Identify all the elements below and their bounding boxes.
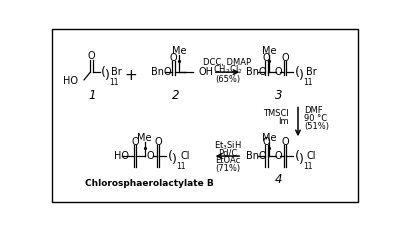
Text: ): ) — [172, 153, 176, 166]
Text: 4: 4 — [275, 173, 282, 186]
Text: Br: Br — [111, 67, 122, 77]
Text: O: O — [274, 67, 282, 77]
Text: O: O — [154, 137, 162, 147]
Text: CH$_2$Cl$_2$: CH$_2$Cl$_2$ — [213, 64, 242, 76]
Text: ): ) — [105, 69, 110, 82]
Text: EtOAc: EtOAc — [215, 156, 240, 165]
Text: Br: Br — [306, 67, 316, 77]
Text: (: ( — [295, 150, 300, 163]
Text: (71%): (71%) — [215, 164, 240, 173]
Text: O: O — [263, 53, 270, 63]
Text: 3: 3 — [275, 89, 282, 102]
Text: (: ( — [168, 150, 172, 163]
Text: Cl: Cl — [306, 151, 316, 161]
Text: Me: Me — [172, 46, 187, 56]
Text: 11: 11 — [110, 78, 119, 87]
Text: Me: Me — [262, 133, 276, 143]
Text: DMF: DMF — [304, 106, 323, 115]
Text: Et$_3$SiH: Et$_3$SiH — [214, 139, 241, 152]
Text: Chlorosphaerolactylate B: Chlorosphaerolactylate B — [85, 179, 214, 188]
Text: BnO: BnO — [246, 151, 267, 161]
Text: O: O — [281, 137, 289, 147]
Text: HO: HO — [63, 76, 78, 86]
Text: 11: 11 — [176, 162, 186, 171]
Text: (65%): (65%) — [215, 75, 240, 84]
Text: DCC, DMAP: DCC, DMAP — [204, 58, 252, 67]
Text: HO: HO — [114, 151, 129, 161]
Text: TMSCl: TMSCl — [263, 109, 289, 118]
Text: O: O — [170, 53, 178, 63]
Text: O: O — [147, 151, 154, 161]
Text: BnO: BnO — [246, 67, 267, 77]
Text: O: O — [281, 53, 289, 63]
Text: +: + — [124, 68, 137, 83]
Text: 11: 11 — [304, 162, 313, 171]
Text: O: O — [263, 137, 270, 147]
Text: BnO: BnO — [151, 67, 171, 77]
Text: O: O — [88, 51, 95, 61]
Text: ): ) — [299, 153, 304, 166]
Text: 2: 2 — [172, 89, 179, 102]
Text: (51%): (51%) — [304, 122, 329, 131]
Text: O: O — [131, 137, 139, 147]
Text: O: O — [274, 151, 282, 161]
Text: 90 °C: 90 °C — [304, 114, 327, 123]
Text: (: ( — [101, 66, 106, 79]
Text: 1: 1 — [89, 89, 96, 102]
Text: OH: OH — [198, 67, 213, 77]
Text: (: ( — [295, 66, 300, 79]
Text: ): ) — [299, 69, 304, 82]
Text: Cl: Cl — [180, 151, 190, 161]
Text: Im: Im — [278, 117, 289, 126]
Text: Pd/C: Pd/C — [218, 148, 237, 158]
Text: Me: Me — [137, 133, 152, 143]
Text: 11: 11 — [304, 78, 313, 87]
Text: Me: Me — [262, 46, 276, 56]
